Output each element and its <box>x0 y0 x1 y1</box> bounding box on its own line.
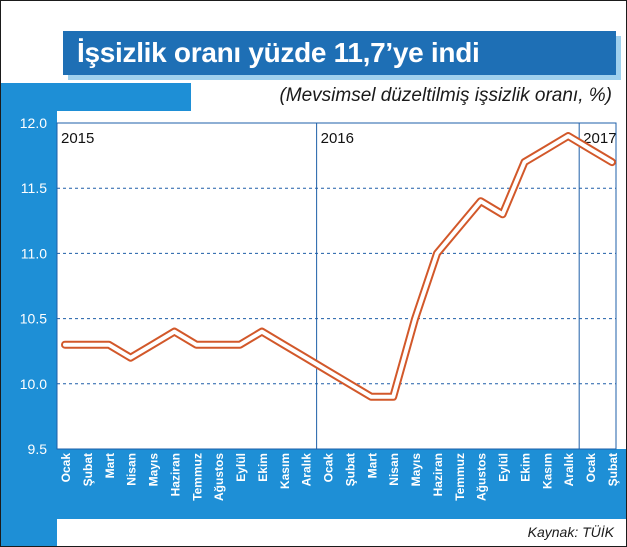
y-tick-label: 9.5 <box>28 441 48 457</box>
data-point <box>522 160 526 164</box>
data-point <box>151 343 155 347</box>
y-tick-label: 10.5 <box>20 311 47 327</box>
title-box: İşsizlik oranı yüzde 11,7’ye indi <box>63 31 616 75</box>
data-point <box>413 317 417 321</box>
data-point <box>282 343 286 347</box>
data-point <box>238 343 242 347</box>
data-point <box>326 369 330 373</box>
data-point <box>63 343 67 347</box>
year-label: 2015 <box>61 130 94 147</box>
y-tick-label: 11.0 <box>21 245 47 261</box>
x-tick-label: Ağustos <box>475 453 489 501</box>
year-label: 2016 <box>321 130 354 147</box>
x-tick-label: Mayıs <box>147 453 161 487</box>
data-point <box>260 330 264 334</box>
data-point <box>107 343 111 347</box>
x-tick-label: Aralık <box>562 453 576 487</box>
x-tick-label: Eylül <box>234 453 248 482</box>
data-point <box>610 160 614 164</box>
x-tick-label: Ekim <box>256 453 270 482</box>
x-tick-label: Ocak <box>322 453 336 483</box>
x-tick-label: Şubat <box>606 453 620 486</box>
x-tick-label: Ocak <box>584 453 598 483</box>
plot-border <box>56 122 617 450</box>
x-tick-label: Mart <box>103 453 117 478</box>
data-point <box>85 343 89 347</box>
data-point <box>501 212 505 216</box>
data-point <box>304 356 308 360</box>
data-point <box>391 395 395 399</box>
x-tick-label: Mart <box>365 453 379 478</box>
data-point <box>435 251 439 255</box>
x-tick-label: Şubat <box>343 453 357 486</box>
data-point <box>544 147 548 151</box>
y-tick-label: 10.0 <box>20 376 47 392</box>
y-tick-label: 12.0 <box>20 115 47 131</box>
data-point <box>457 225 461 229</box>
x-tick-label: Nisan <box>125 453 139 486</box>
y-tick-label: 11.5 <box>21 180 47 196</box>
plot-area <box>57 123 616 449</box>
data-point <box>566 134 570 138</box>
data-point <box>479 199 483 203</box>
x-tick-label: Haziran <box>431 453 445 496</box>
x-tick-label: Temmuz <box>190 453 204 501</box>
x-tick-label: Kasım <box>540 453 554 489</box>
year-label: 2017 <box>583 130 616 147</box>
title-area: İşsizlik oranı yüzde 11,7’ye indi <box>1 1 626 83</box>
x-tick-label: Mayıs <box>409 453 423 487</box>
data-point <box>588 147 592 151</box>
data-point <box>369 395 373 399</box>
x-tick-label: Aralık <box>300 453 314 487</box>
x-tick-label: Haziran <box>168 453 182 496</box>
data-point <box>194 343 198 347</box>
series-line <box>63 134 614 399</box>
x-tick-label: Temmuz <box>453 453 467 501</box>
chart-title: İşsizlik oranı yüzde 11,7’ye indi <box>77 37 480 68</box>
source-note: Kaynak: TÜİK <box>527 524 614 540</box>
x-tick-label: Kasım <box>278 453 292 489</box>
data-point <box>216 343 220 347</box>
x-tick-label: Eylül <box>497 453 511 482</box>
x-tick-label: Ocak <box>59 453 73 483</box>
x-tick-label: Nisan <box>387 453 401 486</box>
x-tick-label: Ekim <box>518 453 532 482</box>
data-point <box>129 356 133 360</box>
x-tick-label: Şubat <box>81 453 95 486</box>
chart-subtitle: (Mevsimsel düzeltilmiş işsizlik oranı, %… <box>279 85 612 106</box>
bottom-axis-bg <box>1 449 626 519</box>
data-point <box>347 382 351 386</box>
x-tick-label: Ağustos <box>212 453 226 501</box>
data-point <box>172 330 176 334</box>
